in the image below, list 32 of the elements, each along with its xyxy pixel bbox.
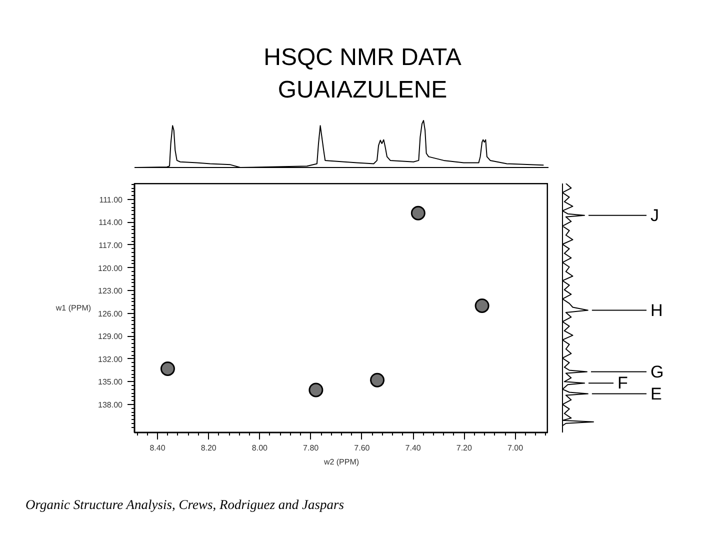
y-tick-label: 111.00 <box>99 195 124 204</box>
x-tick-label: 8.00 <box>252 444 268 452</box>
text: J <box>650 206 659 225</box>
point <box>160 361 175 376</box>
y-tick-label: 117.00 <box>98 240 124 250</box>
x-tick-label: 7.00 <box>507 444 524 452</box>
y-tick-label: 114.00 <box>98 218 124 228</box>
y-tick-label: 120.00 <box>98 264 124 273</box>
x-tick-label: 7.60 <box>354 444 370 452</box>
x-tick-label: 7.40 <box>405 444 422 452</box>
y-tick-label: 129.00 <box>98 332 124 342</box>
x-axis-title: w2 (PPM) <box>322 458 360 466</box>
text: G <box>650 362 664 382</box>
x-tick-label: 7.20 <box>456 444 473 452</box>
y-tick-label: 138.00 <box>98 400 124 410</box>
x-tick-label: 8.20 <box>200 444 217 452</box>
y-tick-label: 132.00 <box>98 354 124 364</box>
point <box>370 372 385 388</box>
chart-title: HSQC NMR DATA GUAIAZULENE <box>264 44 462 104</box>
text: H <box>650 300 663 320</box>
y-tick-label: 135.00 <box>98 378 124 387</box>
point <box>474 298 490 313</box>
point <box>308 382 324 398</box>
point <box>410 206 426 220</box>
x-tick-label: 7.80 <box>303 444 320 452</box>
text: Organic Structure Analysis, Crews, Rodriguez and Jaspars <box>26 497 344 512</box>
y-tick-label: 126.00 <box>98 309 124 318</box>
y-tick-label: 123.00 <box>98 286 124 296</box>
text: F <box>618 374 628 393</box>
y-axis-title: w1 (PPM) <box>54 304 92 312</box>
x-tick-label: 8.40 <box>150 444 166 452</box>
text: E <box>650 384 662 404</box>
